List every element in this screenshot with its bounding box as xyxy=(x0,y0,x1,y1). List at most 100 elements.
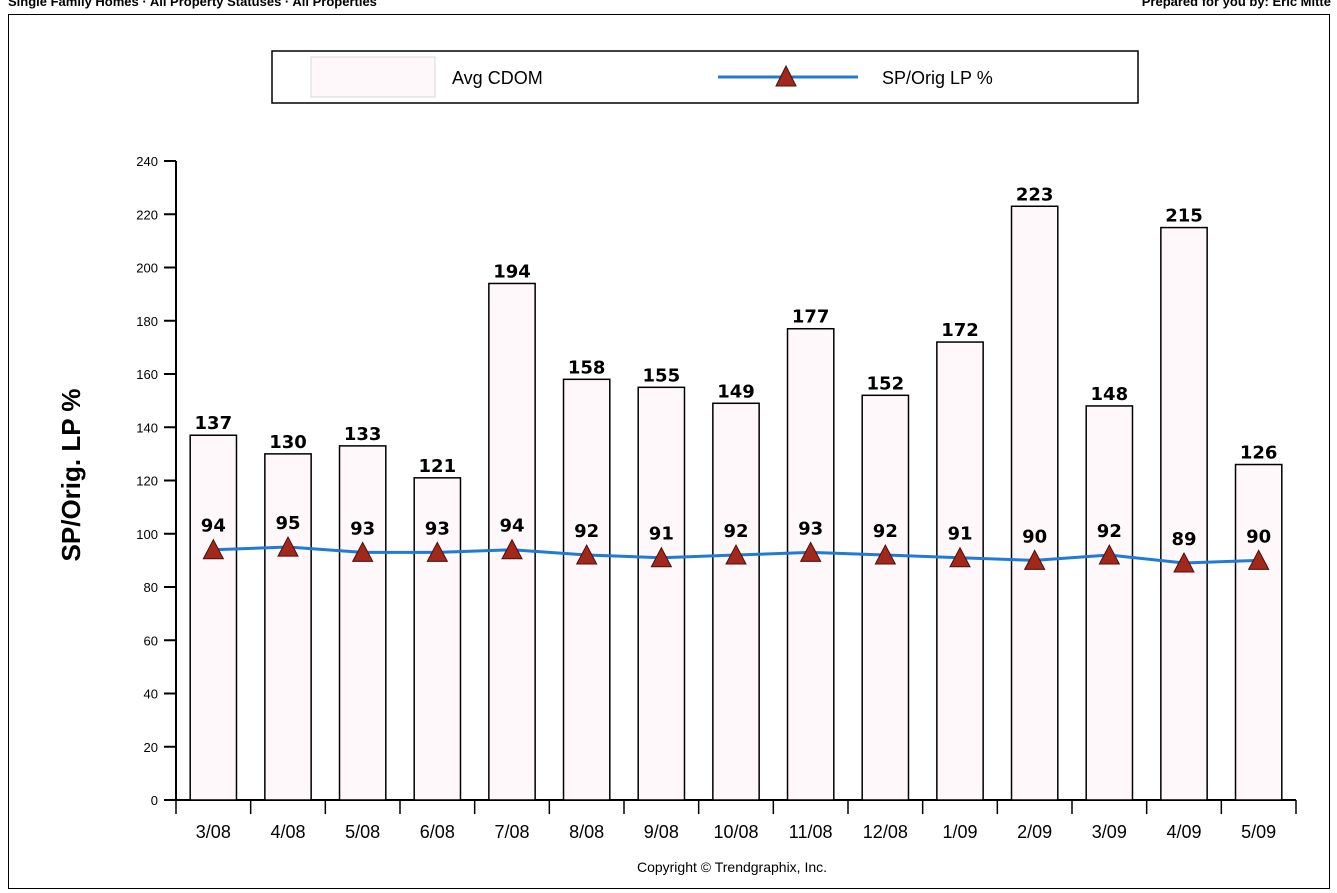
bar xyxy=(338,445,387,801)
legend: Avg CDOM SP/Orig LP % xyxy=(271,50,1139,104)
bar xyxy=(1085,405,1134,801)
line-marker xyxy=(725,543,747,565)
x-tick-label: 5/09 xyxy=(1241,822,1276,842)
line-marker xyxy=(277,535,299,557)
y-tick-label: 120 xyxy=(136,474,158,489)
x-tick-label: 9/08 xyxy=(644,822,679,842)
line-marker xyxy=(1098,543,1121,565)
x-tick-label: 2/09 xyxy=(1017,822,1052,842)
line-value-label: 91 xyxy=(947,524,972,545)
line-marker xyxy=(351,541,374,562)
bars: 137 130 133 121 194 158 155 149 177 152 172 223 148 2… xyxy=(189,184,1283,801)
x-tick-label: 10/08 xyxy=(713,822,758,842)
line-marker xyxy=(650,546,673,568)
chart-frame xyxy=(8,14,1330,889)
y-tick-label: 60 xyxy=(144,633,158,648)
y-tick-label: 140 xyxy=(136,420,158,435)
line-value-label: 90 xyxy=(1022,526,1047,547)
y-tick-label: 240 xyxy=(136,154,158,169)
line-value-label: 90 xyxy=(1246,526,1271,547)
bar xyxy=(1160,226,1208,801)
x-tick-label: 8/08 xyxy=(569,822,604,842)
legend-line-label: SP/Orig LP % xyxy=(882,68,993,88)
x-tick-label: 7/08 xyxy=(494,822,529,842)
x-tick-label: 3/08 xyxy=(196,822,231,842)
bar-value-label: 133 xyxy=(344,424,382,445)
line-value-label: 92 xyxy=(1097,521,1122,542)
bar xyxy=(1010,205,1059,801)
series-line: 94 95 93 93 94 92 91 92 93 92 91 90 92 89 90 xyxy=(201,513,1271,573)
bar-value-label: 137 xyxy=(195,413,233,434)
prepared-by-text: Prepared for you by: Eric Mitte xyxy=(1141,0,1331,9)
x-tick-label: 5/08 xyxy=(345,822,380,842)
bar xyxy=(712,402,760,801)
y-tick-label: 160 xyxy=(136,367,158,382)
line-value-label: 95 xyxy=(275,513,300,534)
y-ticks: 0 20 40 60 80 100 120 140 160 180 200 220 240 xyxy=(136,154,176,808)
legend-bar-label: Avg CDOM xyxy=(452,68,543,88)
y-tick-label: 220 xyxy=(136,207,158,222)
bar-value-label: 215 xyxy=(1165,206,1203,227)
report-header: Single Family Homes · All Property Statu… xyxy=(0,0,1337,10)
line-marker xyxy=(426,541,449,562)
x-tick-label: 3/09 xyxy=(1092,822,1127,842)
line-value-label: 89 xyxy=(1171,529,1196,550)
line-value-label: 92 xyxy=(574,521,599,542)
bar-value-label: 121 xyxy=(419,456,457,477)
bar xyxy=(264,453,312,801)
bar xyxy=(413,477,462,801)
line-marker xyxy=(202,538,225,560)
line-marker xyxy=(949,546,971,568)
bar-value-label: 149 xyxy=(717,381,755,402)
bar xyxy=(936,341,984,801)
y-tick-label: 40 xyxy=(144,687,158,702)
bar xyxy=(786,327,835,801)
line-marker xyxy=(799,541,822,562)
y-axis-label: SP/Orig. LP % xyxy=(56,389,86,562)
bar-value-label: 152 xyxy=(867,373,905,394)
x-tick-label: 6/08 xyxy=(420,822,455,842)
x-tick-label: 11/08 xyxy=(789,822,833,842)
x-tick-label: 4/09 xyxy=(1166,822,1201,842)
bar-value-label: 148 xyxy=(1091,384,1129,405)
x-tick-label: 4/08 xyxy=(270,822,305,842)
line-marker xyxy=(501,538,523,560)
bar-value-label: 177 xyxy=(792,307,830,328)
legend-marker-icon xyxy=(775,64,797,87)
copyright-text: Copyright © Trendgraphix, Inc. xyxy=(637,859,827,875)
line-value-label: 93 xyxy=(350,518,375,539)
line-marker xyxy=(1023,549,1046,570)
line-value-label: 93 xyxy=(425,518,450,539)
bar-value-label: 194 xyxy=(493,261,531,282)
line-value-label: 94 xyxy=(201,516,226,537)
bar xyxy=(1234,463,1283,801)
bar xyxy=(637,386,686,801)
legend-bar-swatch xyxy=(310,56,436,98)
x-tick-label: 1/09 xyxy=(942,822,977,842)
bar-value-label: 130 xyxy=(269,432,307,453)
line-value-label: 93 xyxy=(798,518,823,539)
bar-value-label: 155 xyxy=(643,365,681,386)
bar xyxy=(562,378,611,801)
y-tick-label: 0 xyxy=(151,793,158,808)
report-filter-text: Single Family Homes · All Property Statu… xyxy=(8,0,377,9)
bar xyxy=(189,434,238,801)
line-marker xyxy=(874,543,897,565)
line-value-label: 91 xyxy=(649,524,674,545)
line-value-label: 92 xyxy=(723,521,748,542)
line-value-label: 92 xyxy=(873,521,898,542)
y-tick-label: 100 xyxy=(136,527,158,542)
x-tick-label: 12/08 xyxy=(863,822,908,842)
line-marker xyxy=(1247,549,1270,570)
bar-value-label: 158 xyxy=(568,357,606,378)
y-tick-label: 180 xyxy=(136,314,158,329)
line-marker xyxy=(575,543,598,565)
y-tick-label: 200 xyxy=(136,261,158,276)
y-tick-label: 20 xyxy=(144,740,158,755)
line-marker xyxy=(1173,551,1195,573)
bar-value-label: 223 xyxy=(1016,184,1054,205)
bar-value-label: 126 xyxy=(1240,443,1278,464)
y-tick-label: 80 xyxy=(144,580,158,595)
bar xyxy=(861,394,910,801)
